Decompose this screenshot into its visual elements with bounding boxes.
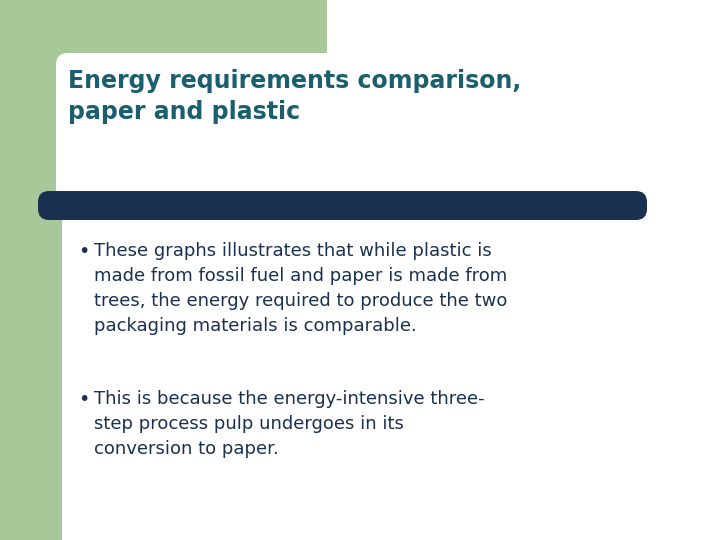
Text: •: •: [78, 390, 89, 409]
Bar: [62, 0, 327, 115]
Text: Energy requirements comparison,
paper and plastic: Energy requirements comparison, paper an…: [68, 69, 521, 124]
Text: This is because the energy-intensive three-
step process pulp undergoes in its
c: This is because the energy-intensive thr…: [94, 390, 485, 458]
Text: •: •: [78, 242, 89, 261]
Bar: [0, 0, 62, 540]
FancyBboxPatch shape: [56, 53, 690, 202]
FancyBboxPatch shape: [38, 191, 647, 220]
Text: These graphs illustrates that while plastic is
made from fossil fuel and paper i: These graphs illustrates that while plas…: [94, 242, 508, 335]
